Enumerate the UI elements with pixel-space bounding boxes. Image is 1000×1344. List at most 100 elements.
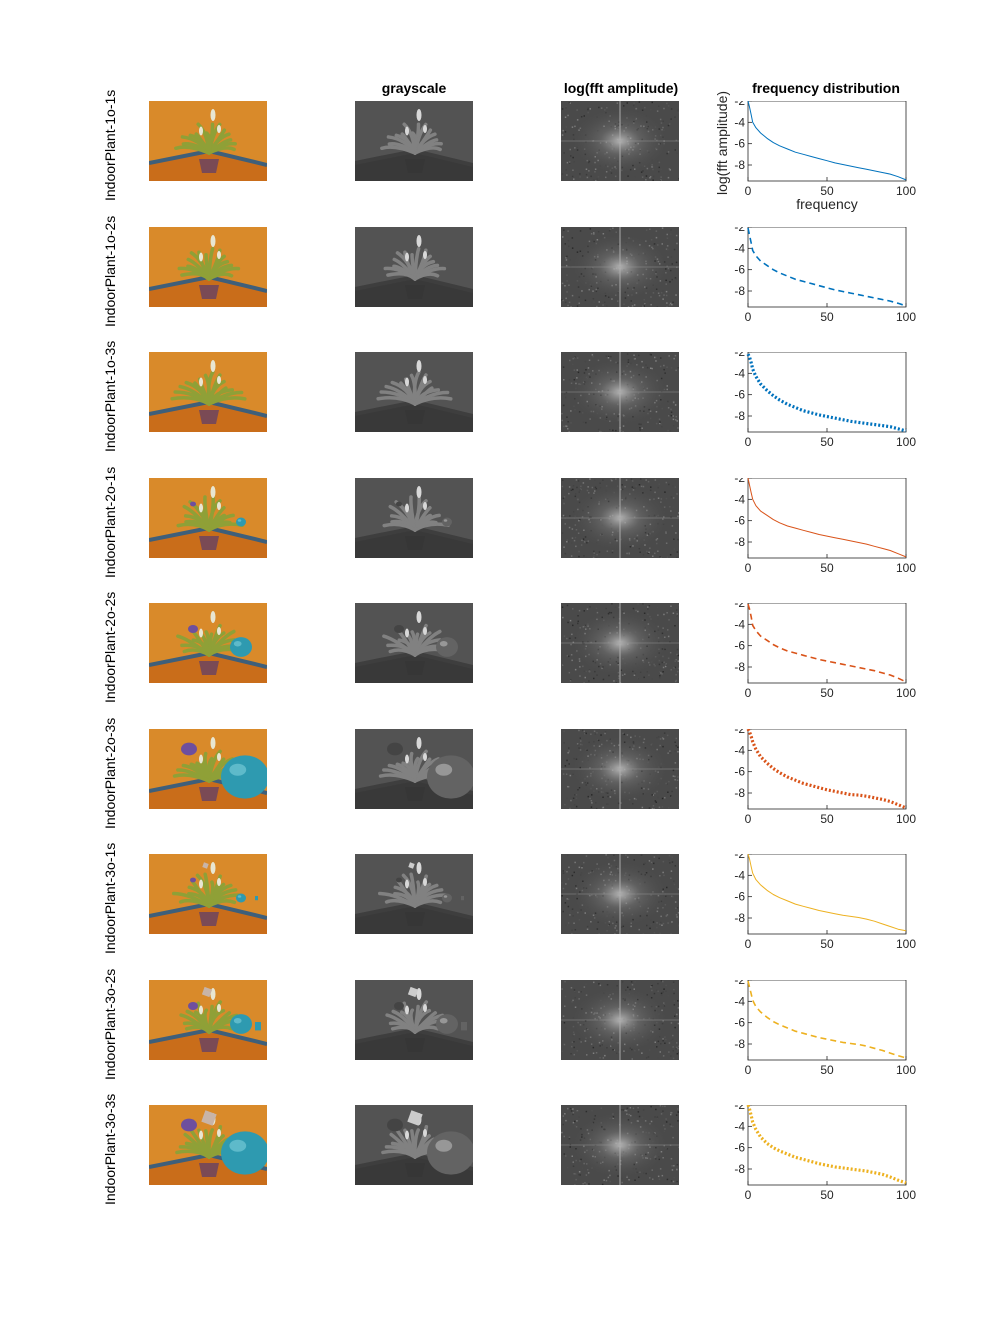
x-tick-label: 100 — [896, 1188, 916, 1202]
y-tick-label: -8 — [734, 660, 745, 674]
freq-chart-svg-6: -2 -4 -6 -80 50 100 — [734, 847, 916, 951]
scene-color — [149, 1105, 267, 1185]
y-axis-label: log(fft amplitude) — [714, 90, 730, 195]
scene-color — [149, 729, 267, 809]
y-tick-label: -8 — [734, 535, 745, 549]
grayscale-image-1 — [355, 227, 473, 307]
y-tick-label: -8 — [734, 1037, 745, 1051]
color-image-0 — [149, 101, 267, 181]
scene-gray — [355, 1105, 473, 1185]
plot-frame — [747, 226, 907, 308]
freq-chart-7: -2 -4 -6 -8 0 50 100 — [718, 973, 958, 1097]
freq-chart-5: -2 -4 -6 -8 0 50 100 — [718, 722, 958, 846]
freq-chart-0: -2 -4 -6 -8 0 50 100 frequency — [718, 94, 958, 218]
x-tick-label: 50 — [820, 686, 834, 700]
scene-color — [149, 478, 267, 558]
freq-chart-2: -2 -4 -6 -8 0 50 100 — [718, 345, 958, 469]
fft-image-2 — [561, 352, 679, 432]
x-tick-label: 100 — [896, 184, 916, 198]
grayscale-image-3 — [355, 478, 473, 558]
plot-frame — [747, 477, 907, 559]
fft-spectrum — [561, 603, 679, 683]
x-tick-label: 100 — [896, 686, 916, 700]
y-tick-label: -4 — [734, 115, 745, 129]
plot-frame — [747, 979, 907, 1061]
row-label-4: IndoorPlant-2o-2s — [102, 591, 118, 703]
scene-gray — [355, 854, 473, 934]
freq-chart-svg-3: -2 -4 -6 -80 50 100 — [734, 471, 916, 575]
freq-chart-3: -2 -4 -6 -8 0 50 100 — [718, 471, 958, 595]
grayscale-image-4 — [355, 603, 473, 683]
x-tick-label: 0 — [745, 937, 752, 951]
x-tick-label: 0 — [745, 686, 752, 700]
plot-frame — [747, 351, 907, 433]
scene-gray — [355, 980, 473, 1060]
y-tick-label: -4 — [734, 366, 745, 380]
x-tick-label: 0 — [745, 561, 752, 575]
freq-chart-6: -2 -4 -6 -8 0 50 100 — [718, 847, 958, 971]
fft-image-8 — [561, 1105, 679, 1185]
x-tick-label: 100 — [896, 937, 916, 951]
color-image-2 — [149, 352, 267, 432]
y-tick-label: -2 — [734, 352, 745, 359]
x-tick-label: 50 — [820, 1188, 834, 1202]
y-tick-label: -2 — [734, 1105, 745, 1112]
x-tick-label: 100 — [896, 812, 916, 826]
series-line-4 — [747, 603, 907, 683]
plot-frame — [747, 853, 907, 935]
x-tick-label: 50 — [820, 561, 834, 575]
x-tick-label: 50 — [820, 310, 834, 324]
x-tick-label: 50 — [820, 435, 834, 449]
scene-gray — [355, 603, 473, 683]
y-tick-label: -2 — [734, 854, 745, 861]
x-tick-label: 0 — [745, 1188, 752, 1202]
x-axis-label: frequency — [796, 196, 857, 212]
color-image-1 — [149, 227, 267, 307]
color-image-4 — [149, 603, 267, 683]
row-label-0: IndoorPlant-1o-1s — [102, 89, 118, 201]
fft-spectrum — [561, 101, 679, 181]
freq-chart-svg-4: -2 -4 -6 -80 50 100 — [734, 596, 916, 700]
grayscale-image-7 — [355, 980, 473, 1060]
scene-gray — [355, 352, 473, 432]
grayscale-image-0 — [355, 101, 473, 181]
col-title-fft: log(fft amplitude) — [563, 80, 679, 96]
scene-color — [149, 352, 267, 432]
fft-spectrum — [561, 980, 679, 1060]
y-tick-label: -4 — [734, 868, 745, 882]
y-tick-label: -6 — [734, 1141, 745, 1155]
fft-spectrum — [561, 729, 679, 809]
y-tick-label: -8 — [734, 786, 745, 800]
freq-chart-1: -2 -4 -6 -8 0 50 100 — [718, 220, 958, 344]
x-tick-label: 0 — [745, 310, 752, 324]
color-image-5 — [149, 729, 267, 809]
row-label-7: IndoorPlant-3o-2s — [102, 968, 118, 1080]
row-label-8: IndoorPlant-3o-3s — [102, 1093, 118, 1205]
scene-gray — [355, 478, 473, 558]
x-tick-label: 0 — [745, 184, 752, 198]
freq-chart-svg-7: -2 -4 -6 -80 50 100 — [734, 973, 916, 1077]
series-line-2 — [746, 353, 907, 433]
y-tick-label: -8 — [734, 1162, 745, 1176]
series-line-8 — [746, 1104, 907, 1185]
y-tick-label: -2 — [734, 729, 745, 736]
x-tick-label: 0 — [745, 435, 752, 449]
x-tick-label: 0 — [745, 1063, 752, 1077]
freq-chart-svg-8: -2 -4 -6 -80 50 100 — [734, 1098, 916, 1202]
y-tick-label: -4 — [734, 743, 745, 757]
y-tick-label: -8 — [734, 409, 745, 423]
freq-chart-svg-2: -2 -4 -6 -80 50 100 — [734, 345, 916, 449]
row-label-6: IndoorPlant-3o-1s — [102, 842, 118, 954]
fft-image-7 — [561, 980, 679, 1060]
col-title-frequency: frequency distribution — [752, 80, 900, 96]
fft-spectrum — [561, 352, 679, 432]
col-title-grayscale: grayscale — [381, 80, 447, 96]
grayscale-image-8 — [355, 1105, 473, 1185]
fft-spectrum — [561, 854, 679, 934]
y-tick-label: -2 — [734, 980, 745, 987]
x-tick-label: 50 — [820, 812, 834, 826]
freq-chart-8: -2 -4 -6 -8 0 50 100 — [718, 1098, 958, 1222]
y-tick-label: -2 — [734, 478, 745, 485]
x-tick-label: 50 — [820, 937, 834, 951]
plot-frame — [747, 602, 907, 684]
